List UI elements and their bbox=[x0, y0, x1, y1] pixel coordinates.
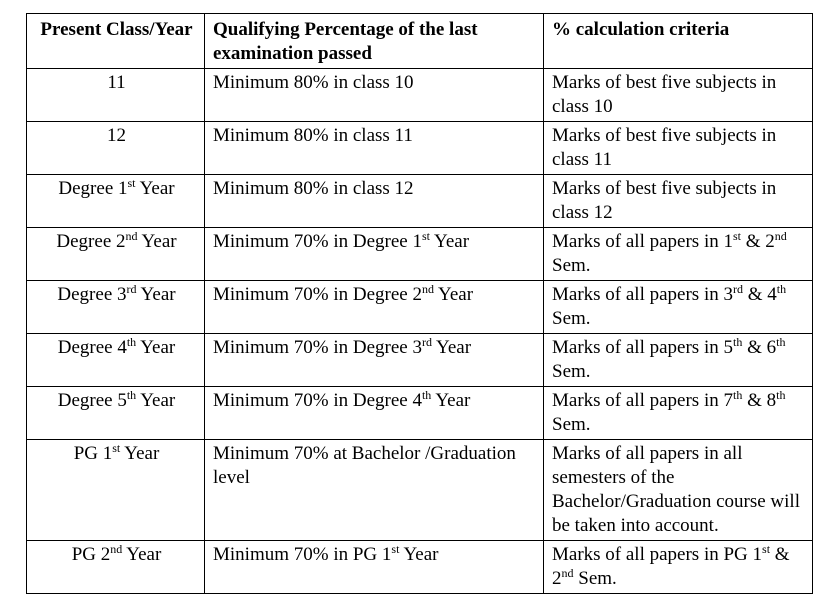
criteria-cell: Marks of best five subjects in class 11 bbox=[543, 121, 813, 175]
header-qualifying-percentage: Qualifying Percentage of the last examin… bbox=[204, 13, 544, 69]
qualifying-cell: Minimum 70% in Degree 4th Year bbox=[204, 386, 544, 440]
class-year-cell: Degree 1st Year bbox=[26, 174, 205, 228]
table-row: 11 Minimum 80% in class 10 Marks of best… bbox=[26, 68, 813, 122]
class-year-cell: Degree 4th Year bbox=[26, 333, 205, 387]
qualifying-cell: Minimum 70% in Degree 2nd Year bbox=[204, 280, 544, 334]
table-row: Degree 5th Year Minimum 70% in Degree 4t… bbox=[26, 386, 813, 440]
criteria-cell: Marks of all papers in 7th & 8th Sem. bbox=[543, 386, 813, 440]
eligibility-table: Present Class/Year Qualifying Percentage… bbox=[26, 13, 813, 594]
table-row: Degree 4th Year Minimum 70% in Degree 3r… bbox=[26, 333, 813, 387]
table-row: Degree 1st Year Minimum 80% in class 12 … bbox=[26, 174, 813, 228]
table-row: Degree 3rd Year Minimum 70% in Degree 2n… bbox=[26, 280, 813, 334]
table-row: Degree 2nd Year Minimum 70% in Degree 1s… bbox=[26, 227, 813, 281]
class-year-cell: 11 bbox=[26, 68, 205, 122]
criteria-cell: Marks of all papers in 3rd & 4th Sem. bbox=[543, 280, 813, 334]
qualifying-cell: Minimum 80% in class 11 bbox=[204, 121, 544, 175]
criteria-cell: Marks of best five subjects in class 12 bbox=[543, 174, 813, 228]
table-header-row: Present Class/Year Qualifying Percentage… bbox=[26, 13, 813, 69]
criteria-cell: Marks of all papers in 5th & 6th Sem. bbox=[543, 333, 813, 387]
table-row: 12 Minimum 80% in class 11 Marks of best… bbox=[26, 121, 813, 175]
class-year-cell: PG 1st Year bbox=[26, 439, 205, 541]
qualifying-cell: Minimum 70% in Degree 1st Year bbox=[204, 227, 544, 281]
criteria-cell: Marks of all papers in 1st & 2nd Sem. bbox=[543, 227, 813, 281]
qualifying-cell: Minimum 70% at Bachelor /Graduation leve… bbox=[204, 439, 544, 541]
table-row: PG 1st Year Minimum 70% at Bachelor /Gra… bbox=[26, 439, 813, 541]
class-year-cell: Degree 3rd Year bbox=[26, 280, 205, 334]
table-row: PG 2nd Year Minimum 70% in PG 1st Year M… bbox=[26, 540, 813, 594]
class-year-cell: 12 bbox=[26, 121, 205, 175]
qualifying-cell: Minimum 80% in class 12 bbox=[204, 174, 544, 228]
qualifying-cell: Minimum 80% in class 10 bbox=[204, 68, 544, 122]
criteria-cell: Marks of best five subjects in class 10 bbox=[543, 68, 813, 122]
criteria-cell: Marks of all papers in all semesters of … bbox=[543, 439, 813, 541]
header-calculation-criteria: % calculation criteria bbox=[543, 13, 813, 69]
class-year-cell: Degree 2nd Year bbox=[26, 227, 205, 281]
criteria-cell: Marks of all papers in PG 1st & 2nd Sem. bbox=[543, 540, 813, 594]
qualifying-cell: Minimum 70% in PG 1st Year bbox=[204, 540, 544, 594]
header-class-year: Present Class/Year bbox=[26, 13, 205, 69]
class-year-cell: Degree 5th Year bbox=[26, 386, 205, 440]
class-year-cell: PG 2nd Year bbox=[26, 540, 205, 594]
qualifying-cell: Minimum 70% in Degree 3rd Year bbox=[204, 333, 544, 387]
